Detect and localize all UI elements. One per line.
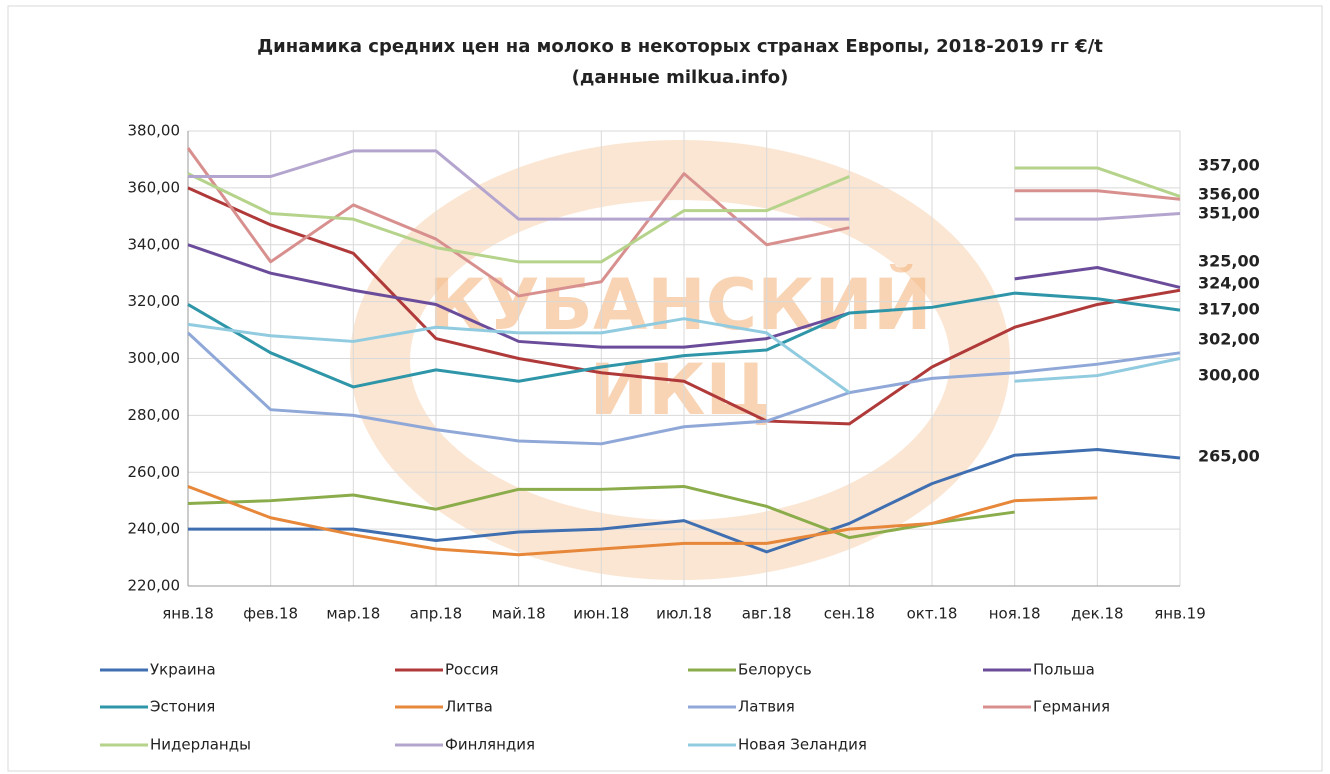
y-tick-label: 320,00 (128, 292, 181, 310)
legend-label: Латвия (738, 698, 795, 716)
y-tick-label: 240,00 (128, 520, 181, 538)
x-tick-label: ноя.18 (989, 605, 1041, 623)
watermark-shape (350, 140, 1010, 580)
series-line (186, 331, 1181, 446)
x-tick-label: авг.18 (742, 605, 792, 623)
chart-title: Динамика средних цен на молоко в некотор… (257, 36, 1103, 57)
x-tick-label: апр.18 (410, 605, 462, 623)
x-tick-label: фев.18 (243, 605, 298, 623)
x-tick-label: мар.18 (326, 605, 380, 623)
chart-frame (7, 5, 1323, 772)
annotation: 351,00 (1198, 204, 1260, 223)
series-line (187, 186, 1181, 426)
series-line (187, 291, 1181, 389)
series-line (188, 448, 1181, 554)
x-tick-label: июн.18 (573, 605, 629, 623)
series-line (187, 317, 1181, 394)
y-tick-label: 300,00 (128, 349, 181, 367)
x-tick-label: май.18 (492, 605, 546, 623)
chart-title: (данные milkua.info) (572, 67, 789, 88)
legend-label: Нидерланды (150, 736, 251, 754)
x-tick-label: сен.18 (824, 605, 875, 623)
legend-label: Эстония (150, 698, 215, 716)
y-tick-label: 220,00 (128, 577, 181, 595)
x-tick-label: янв.19 (1154, 605, 1206, 623)
annotation: 265,00 (1198, 447, 1260, 466)
x-tick-label: янв.18 (162, 605, 214, 623)
annotation: 324,00 (1198, 274, 1260, 293)
series-line (188, 149, 1181, 221)
annotation: 317,00 (1198, 300, 1260, 319)
y-tick-label: 380,00 (128, 122, 181, 140)
legend-label: Финляндия (445, 736, 535, 754)
x-tick-label: окт.18 (907, 605, 958, 623)
legend-label: Германия (1033, 698, 1110, 716)
annotation: 325,00 (1198, 252, 1260, 271)
legend-label: Россия (445, 661, 499, 679)
x-tick-label: июл.18 (656, 605, 712, 623)
annotation: 357,00 (1198, 156, 1260, 175)
annotation: 302,00 (1198, 330, 1260, 349)
watermark: ИКЦ (590, 349, 771, 431)
series-line (187, 166, 1181, 264)
annotation: 356,00 (1198, 185, 1260, 204)
legend-label: Белорусь (738, 661, 812, 679)
y-tick-label: 260,00 (128, 463, 181, 481)
x-tick-label: дек.18 (1071, 605, 1124, 623)
series-line (186, 147, 1181, 298)
series-line (187, 243, 1181, 349)
series-line (187, 485, 1098, 557)
y-tick-label: 280,00 (128, 406, 181, 424)
legend-label: Литва (445, 698, 493, 716)
y-tick-label: 360,00 (128, 178, 181, 196)
legend-label: Новая Зеландия (738, 736, 867, 754)
y-tick-label: 340,00 (128, 235, 181, 253)
series-line (187, 484, 1015, 540)
annotation: 300,00 (1198, 366, 1260, 385)
legend-label: Украина (150, 661, 216, 679)
legend-label: Польша (1033, 661, 1095, 679)
